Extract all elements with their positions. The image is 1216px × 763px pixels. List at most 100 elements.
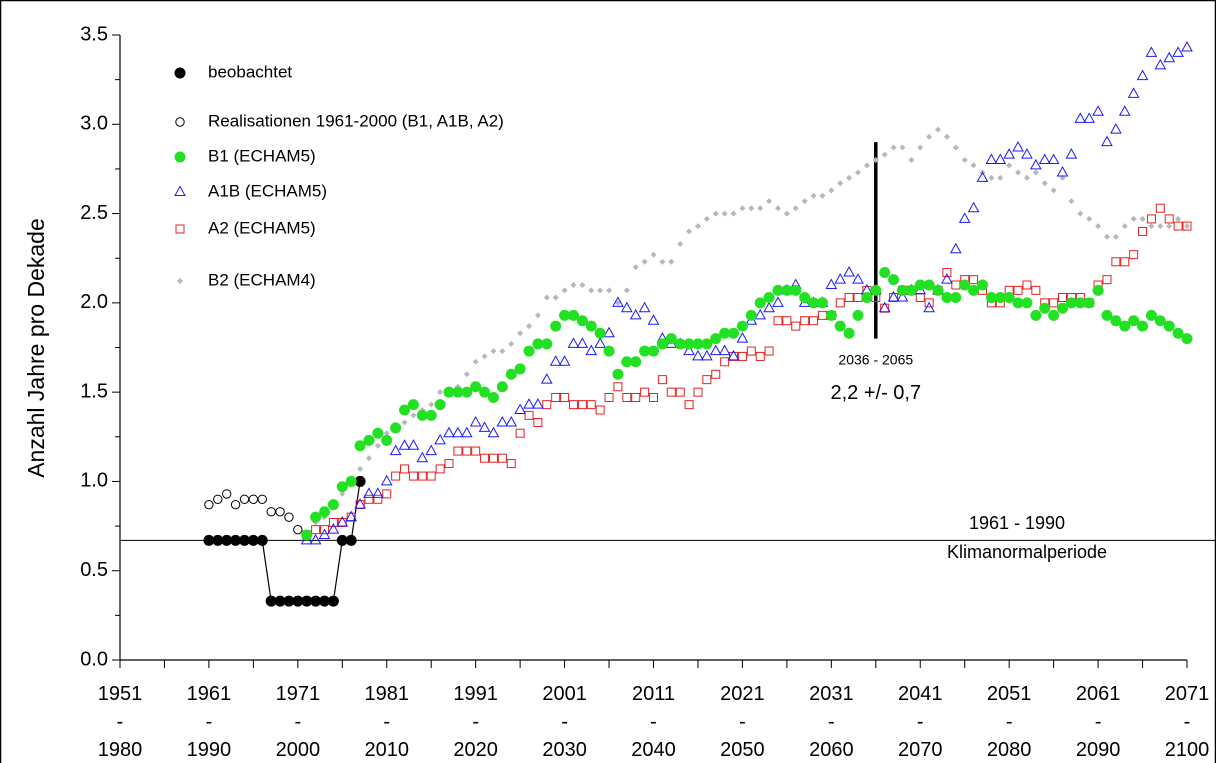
data-point bbox=[383, 430, 390, 437]
data-point bbox=[496, 415, 509, 427]
data-point bbox=[517, 330, 524, 337]
data-point bbox=[800, 316, 810, 326]
data-point bbox=[496, 381, 508, 393]
data-point bbox=[292, 595, 304, 607]
data-point bbox=[1092, 105, 1104, 116]
data-point bbox=[924, 298, 934, 308]
data-point bbox=[997, 174, 1004, 181]
data-point bbox=[576, 315, 588, 327]
data-point bbox=[487, 426, 500, 438]
data-point bbox=[1077, 210, 1084, 217]
data-point bbox=[1138, 226, 1148, 236]
data-point bbox=[853, 293, 863, 302]
data-point bbox=[577, 400, 587, 410]
x-tick-label: 2041 - 2070 bbox=[898, 683, 943, 761]
data-point bbox=[293, 524, 303, 535]
data-point bbox=[256, 534, 268, 546]
data-point bbox=[345, 534, 357, 546]
x-tick-label: 2031 - 2060 bbox=[809, 683, 854, 761]
data-point bbox=[1047, 153, 1060, 164]
data-point bbox=[665, 333, 677, 345]
data-point bbox=[843, 327, 855, 339]
data-point bbox=[443, 426, 455, 438]
data-point bbox=[1102, 275, 1112, 285]
data-point bbox=[828, 187, 835, 194]
data-point bbox=[567, 337, 580, 348]
data-point bbox=[1181, 333, 1193, 345]
data-point bbox=[766, 198, 773, 205]
data-point bbox=[639, 345, 651, 357]
data-point bbox=[1166, 223, 1173, 230]
data-point bbox=[523, 345, 535, 357]
data-point bbox=[943, 133, 950, 140]
data-point bbox=[792, 205, 799, 212]
data-point bbox=[372, 487, 384, 498]
data-point bbox=[621, 356, 633, 368]
data-point bbox=[488, 453, 498, 463]
data-point bbox=[401, 419, 408, 426]
data-point bbox=[817, 310, 827, 320]
data-point bbox=[657, 375, 667, 385]
data-point bbox=[558, 355, 571, 366]
data-point bbox=[711, 369, 721, 379]
data-point bbox=[736, 332, 749, 343]
data-point bbox=[1065, 297, 1077, 309]
data-point bbox=[905, 284, 917, 296]
data-point bbox=[1163, 51, 1176, 63]
reference-label: Klimanormalperiode bbox=[947, 542, 1107, 562]
data-point bbox=[230, 499, 241, 510]
data-point bbox=[363, 434, 375, 446]
data-point bbox=[222, 489, 232, 499]
data-point bbox=[239, 494, 250, 504]
legend-marker bbox=[174, 185, 186, 196]
data-point bbox=[863, 162, 870, 169]
data-point bbox=[888, 274, 900, 286]
x-tick-label: 2001 - 2030 bbox=[542, 683, 587, 761]
data-point bbox=[896, 290, 909, 302]
data-point bbox=[958, 212, 971, 223]
data-point bbox=[327, 499, 339, 511]
data-point bbox=[505, 368, 517, 380]
data-point bbox=[1003, 292, 1015, 303]
data-point bbox=[567, 309, 579, 321]
data-point bbox=[1029, 158, 1042, 170]
data-point bbox=[728, 327, 740, 339]
data-point bbox=[481, 353, 488, 360]
data-point bbox=[782, 316, 792, 326]
data-point bbox=[604, 393, 614, 402]
data-point bbox=[374, 442, 381, 449]
data-point bbox=[336, 481, 348, 493]
data-point bbox=[1015, 169, 1022, 176]
data-point bbox=[543, 294, 550, 301]
data-point bbox=[480, 453, 490, 463]
data-point bbox=[1120, 257, 1130, 267]
data-point bbox=[649, 393, 658, 402]
data-point bbox=[390, 422, 402, 434]
data-point bbox=[425, 444, 438, 456]
data-point bbox=[736, 320, 748, 332]
data-point bbox=[915, 293, 925, 302]
data-point bbox=[1155, 203, 1165, 213]
data-point bbox=[686, 228, 693, 235]
y-tick-label: 2.0 bbox=[80, 291, 108, 313]
data-point bbox=[1181, 40, 1193, 52]
data-point bbox=[612, 368, 624, 380]
data-point bbox=[1003, 148, 1016, 159]
data-point bbox=[692, 338, 704, 350]
data-point bbox=[799, 292, 811, 303]
data-point bbox=[970, 162, 977, 169]
data-point bbox=[745, 309, 757, 321]
data-point bbox=[923, 279, 935, 291]
data-point bbox=[878, 301, 891, 313]
data-point bbox=[1021, 148, 1033, 159]
data-point bbox=[1068, 198, 1075, 205]
x-tick-label: 1981 - 2010 bbox=[364, 683, 410, 761]
data-point bbox=[265, 595, 277, 607]
data-point bbox=[603, 326, 615, 338]
data-point bbox=[469, 415, 482, 427]
data-point bbox=[1095, 223, 1102, 230]
data-point bbox=[801, 198, 808, 205]
data-point bbox=[701, 338, 713, 350]
data-point bbox=[825, 278, 838, 289]
data-point bbox=[941, 273, 953, 284]
